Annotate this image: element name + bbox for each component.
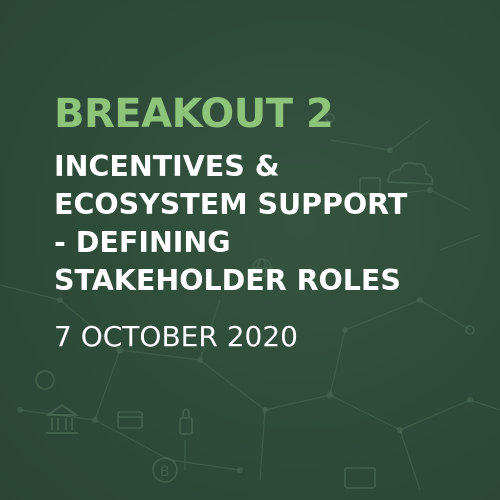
text-block: BREAKOUT 2 INCENTIVES & ECOSYSTEM SUPPOR…: [54, 88, 480, 354]
globe-icon: [252, 258, 272, 278]
session-date: 7 OCTOBER 2020: [54, 320, 298, 353]
title-line: ECOSYSTEM SUPPORT: [54, 188, 408, 221]
title-line: INCENTIVES &: [54, 150, 280, 183]
breakout-kicker: BREAKOUT 2: [54, 91, 334, 137]
title-line: - DEFINING: [54, 226, 231, 259]
bank-icon: [44, 403, 80, 434]
cloud-icon: [359, 161, 434, 195]
network-node-icon: [179, 113, 475, 435]
svg-text:B: B: [160, 464, 170, 480]
session-title: INCENTIVES & ECOSYSTEM SUPPORT - DEFININ…: [54, 148, 480, 300]
title-line: STAKEHOLDER ROLES: [54, 264, 401, 297]
card-icon: [117, 411, 376, 489]
bitcoin-icon: B: [35, 370, 178, 483]
